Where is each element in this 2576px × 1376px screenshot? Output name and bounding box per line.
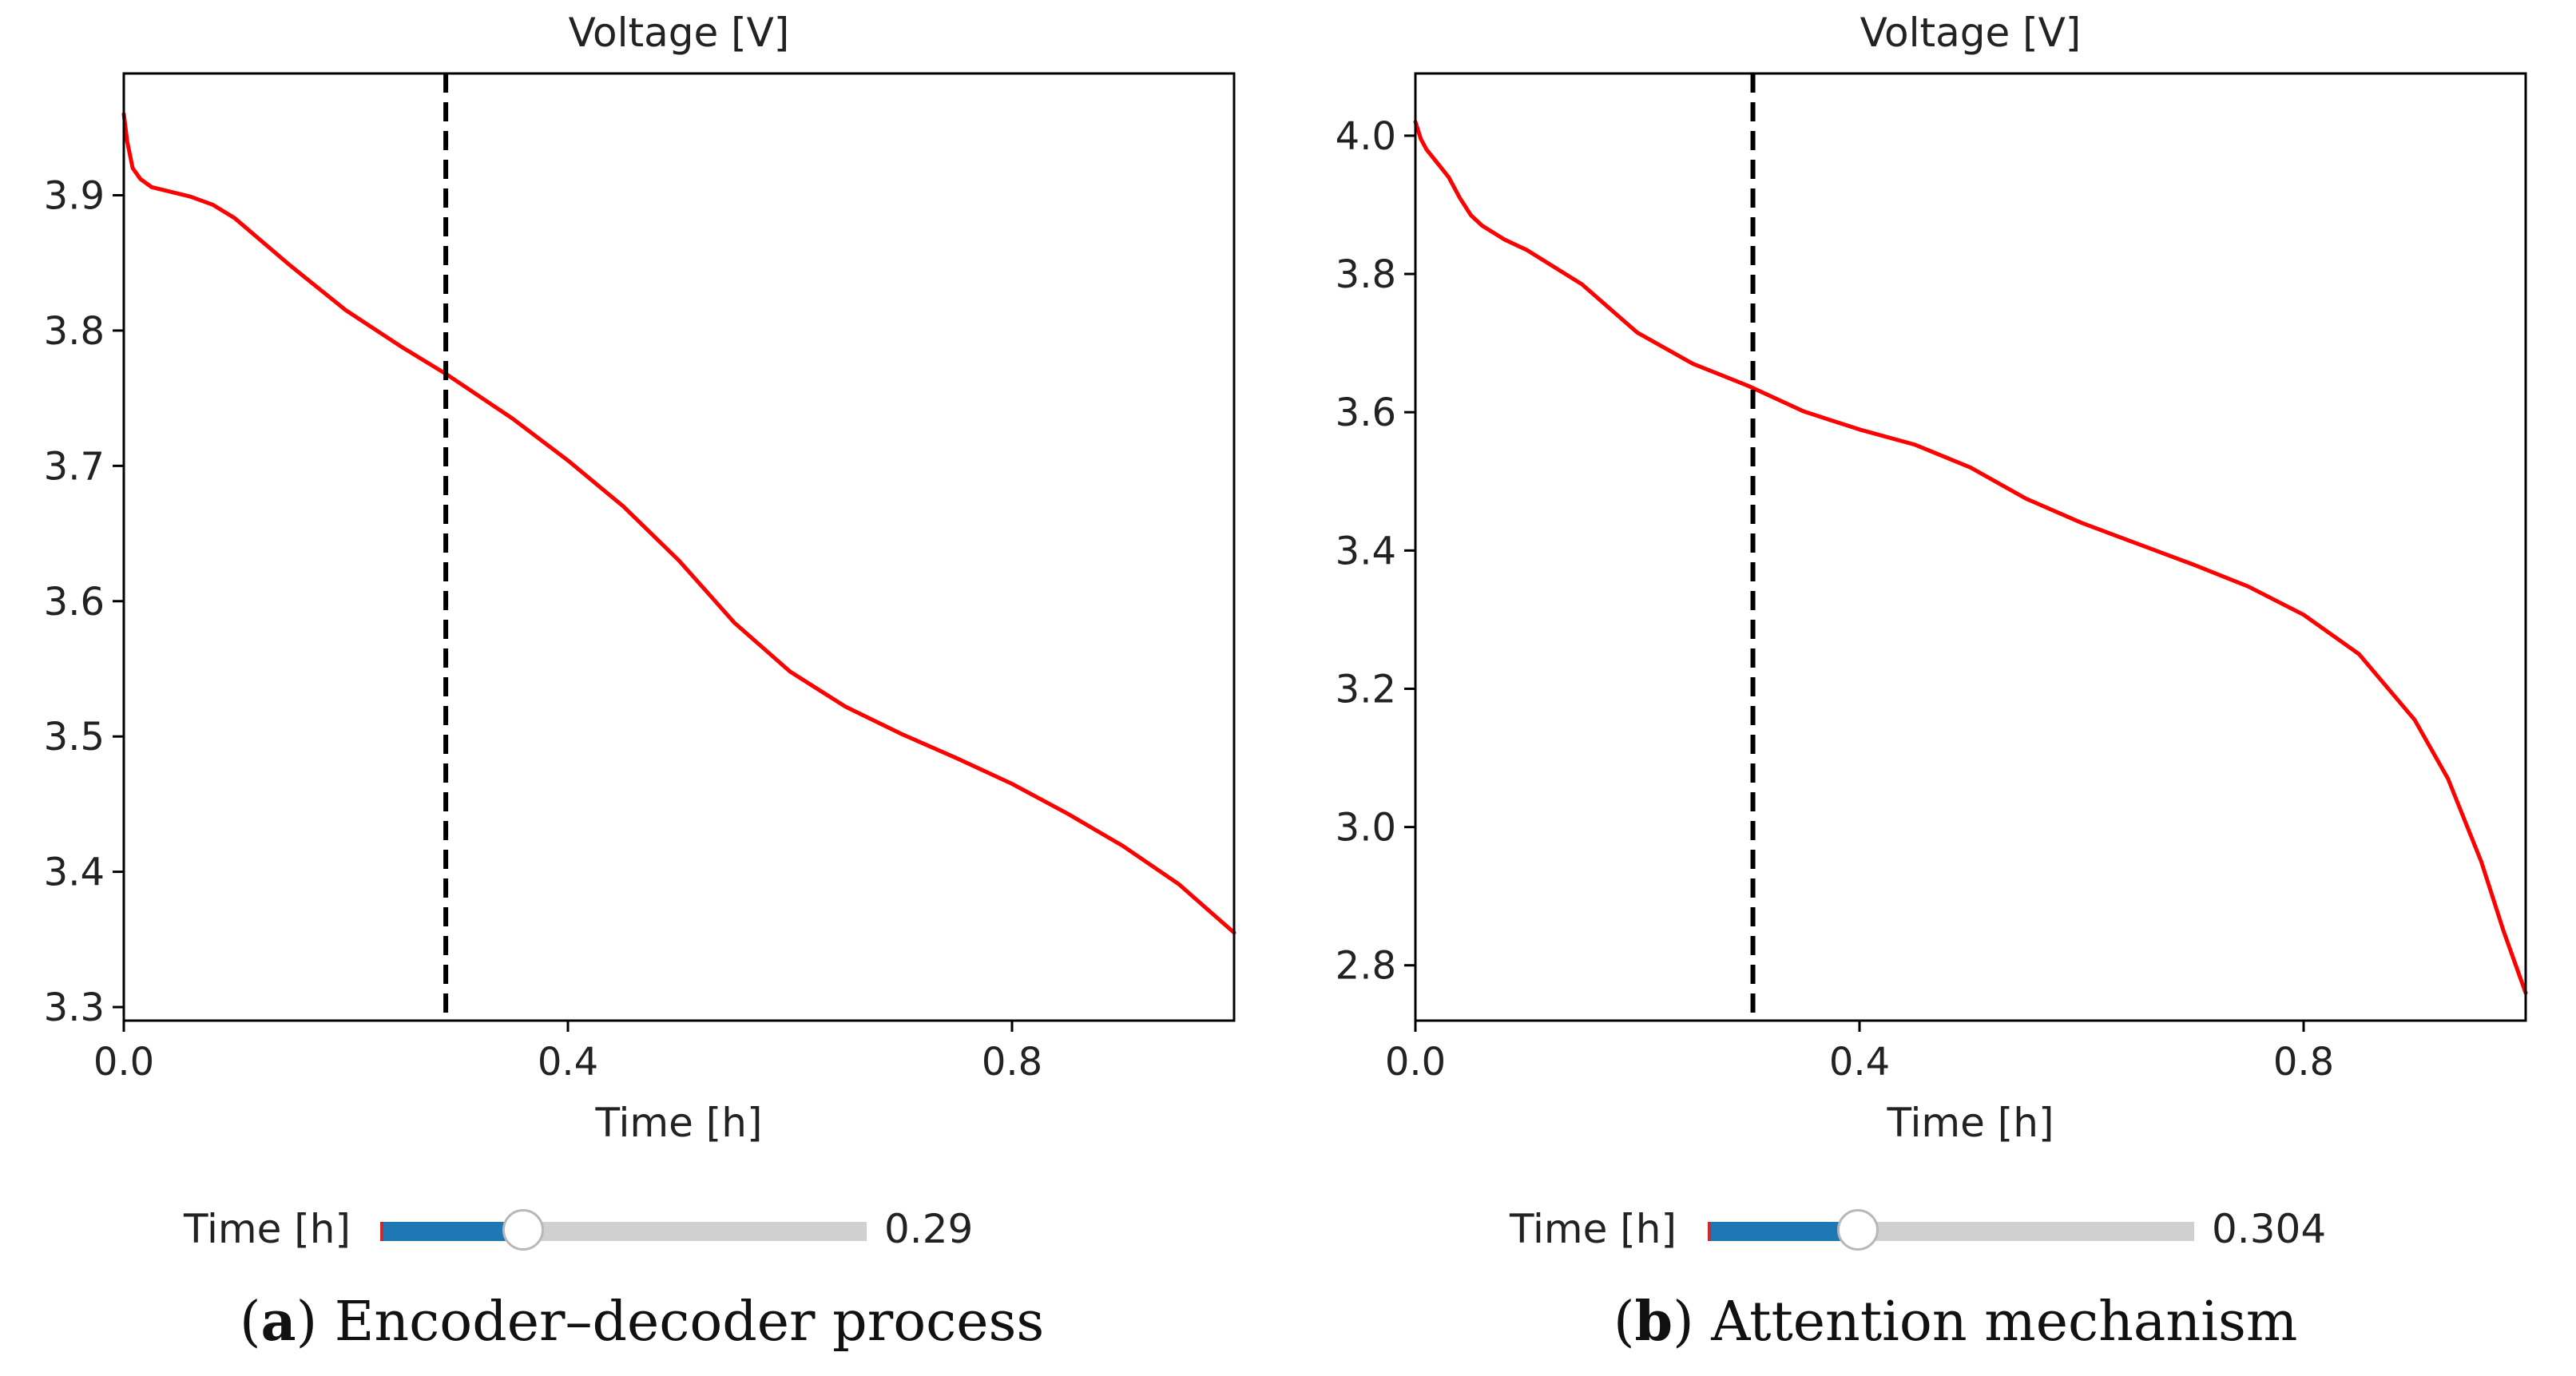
y-tick-label: 2.8 — [1336, 944, 1396, 989]
slider-track[interactable] — [380, 1209, 867, 1251]
slider-label: Time [h] — [1510, 1206, 1677, 1252]
caption-b: (b) Attention mechanism — [1613, 1290, 2298, 1354]
caption-letter: a — [260, 1290, 296, 1354]
y-tick-label: 3.5 — [44, 715, 105, 759]
voltage-curve — [1413, 120, 2528, 995]
slider-value: 0.29 — [884, 1206, 974, 1252]
y-tick-label: 3.0 — [1336, 806, 1396, 851]
y-tick-label: 3.4 — [1336, 529, 1396, 573]
y-tick-label: 3.2 — [1336, 667, 1396, 712]
chart-title: Voltage [V] — [569, 10, 790, 56]
slider-label: Time [h] — [184, 1206, 351, 1252]
slider-start-marker — [1708, 1222, 1711, 1241]
slider-start-marker — [380, 1222, 383, 1241]
x-tick-label: 0.0 — [1385, 1040, 1446, 1085]
x-tick-label: 0.8 — [982, 1040, 1042, 1085]
voltage-chart-a: Voltage [V] 3.3 3.4 3.5 3.6 3.7 3.8 3.9 0.0 0.4 0.… — [44, 10, 1236, 1146]
y-tick-label: 3.8 — [1336, 252, 1396, 297]
caption-text: Encoder–decoder process — [334, 1291, 1045, 1354]
voltage-chart-b: Voltage [V] 2.8 3.0 3.2 3.4 3.6 3.8 4.0 0.0 0.4 0.… — [1336, 10, 2528, 1146]
x-tick-label: 0.8 — [2273, 1040, 2334, 1085]
y-tick-label: 3.4 — [44, 851, 105, 895]
y-tick-label: 3.9 — [44, 173, 105, 218]
y-tick-label: 3.8 — [44, 309, 105, 354]
plot-frame — [122, 72, 1236, 1022]
chart-title: Voltage [V] — [1860, 10, 2082, 56]
caption-text: Attention mechanism — [1711, 1291, 2298, 1354]
plot-frame — [1414, 72, 2527, 1022]
x-tick-label: 0.4 — [1829, 1040, 1890, 1085]
x-axis-label: Time [h] — [1887, 1100, 2054, 1146]
x-axis-label: Time [h] — [595, 1100, 763, 1146]
y-tick-label: 3.6 — [44, 580, 105, 625]
slider-track[interactable] — [1708, 1209, 2194, 1251]
slider-fill — [1711, 1222, 1858, 1241]
y-tick-label: 3.3 — [44, 985, 105, 1030]
chart-panel-a: Voltage [V] 3.3 3.4 3.5 3.6 3.7 3.8 3.9 0.0 0.4 0.… — [44, 10, 1236, 1354]
slider-fill — [383, 1222, 524, 1241]
x-tick-label: 0.4 — [538, 1040, 598, 1085]
caption-letter: b — [1634, 1290, 1673, 1354]
slider-value: 0.304 — [2212, 1206, 2327, 1252]
y-tick-label: 3.7 — [44, 444, 105, 489]
caption-a: (a) Encoder–decoder process — [240, 1290, 1045, 1354]
chart-panel-b: Voltage [V] 2.8 3.0 3.2 3.4 3.6 3.8 4.0 0.0 0.4 0.… — [1288, 0, 2575, 1376]
y-tick-label: 4.0 — [1336, 114, 1396, 159]
slider-thumb[interactable] — [502, 1209, 545, 1251]
voltage-curve — [121, 112, 1236, 935]
slider-thumb[interactable] — [1836, 1209, 1879, 1251]
y-tick-label: 3.6 — [1336, 391, 1396, 435]
x-tick-label: 0.0 — [93, 1040, 154, 1085]
